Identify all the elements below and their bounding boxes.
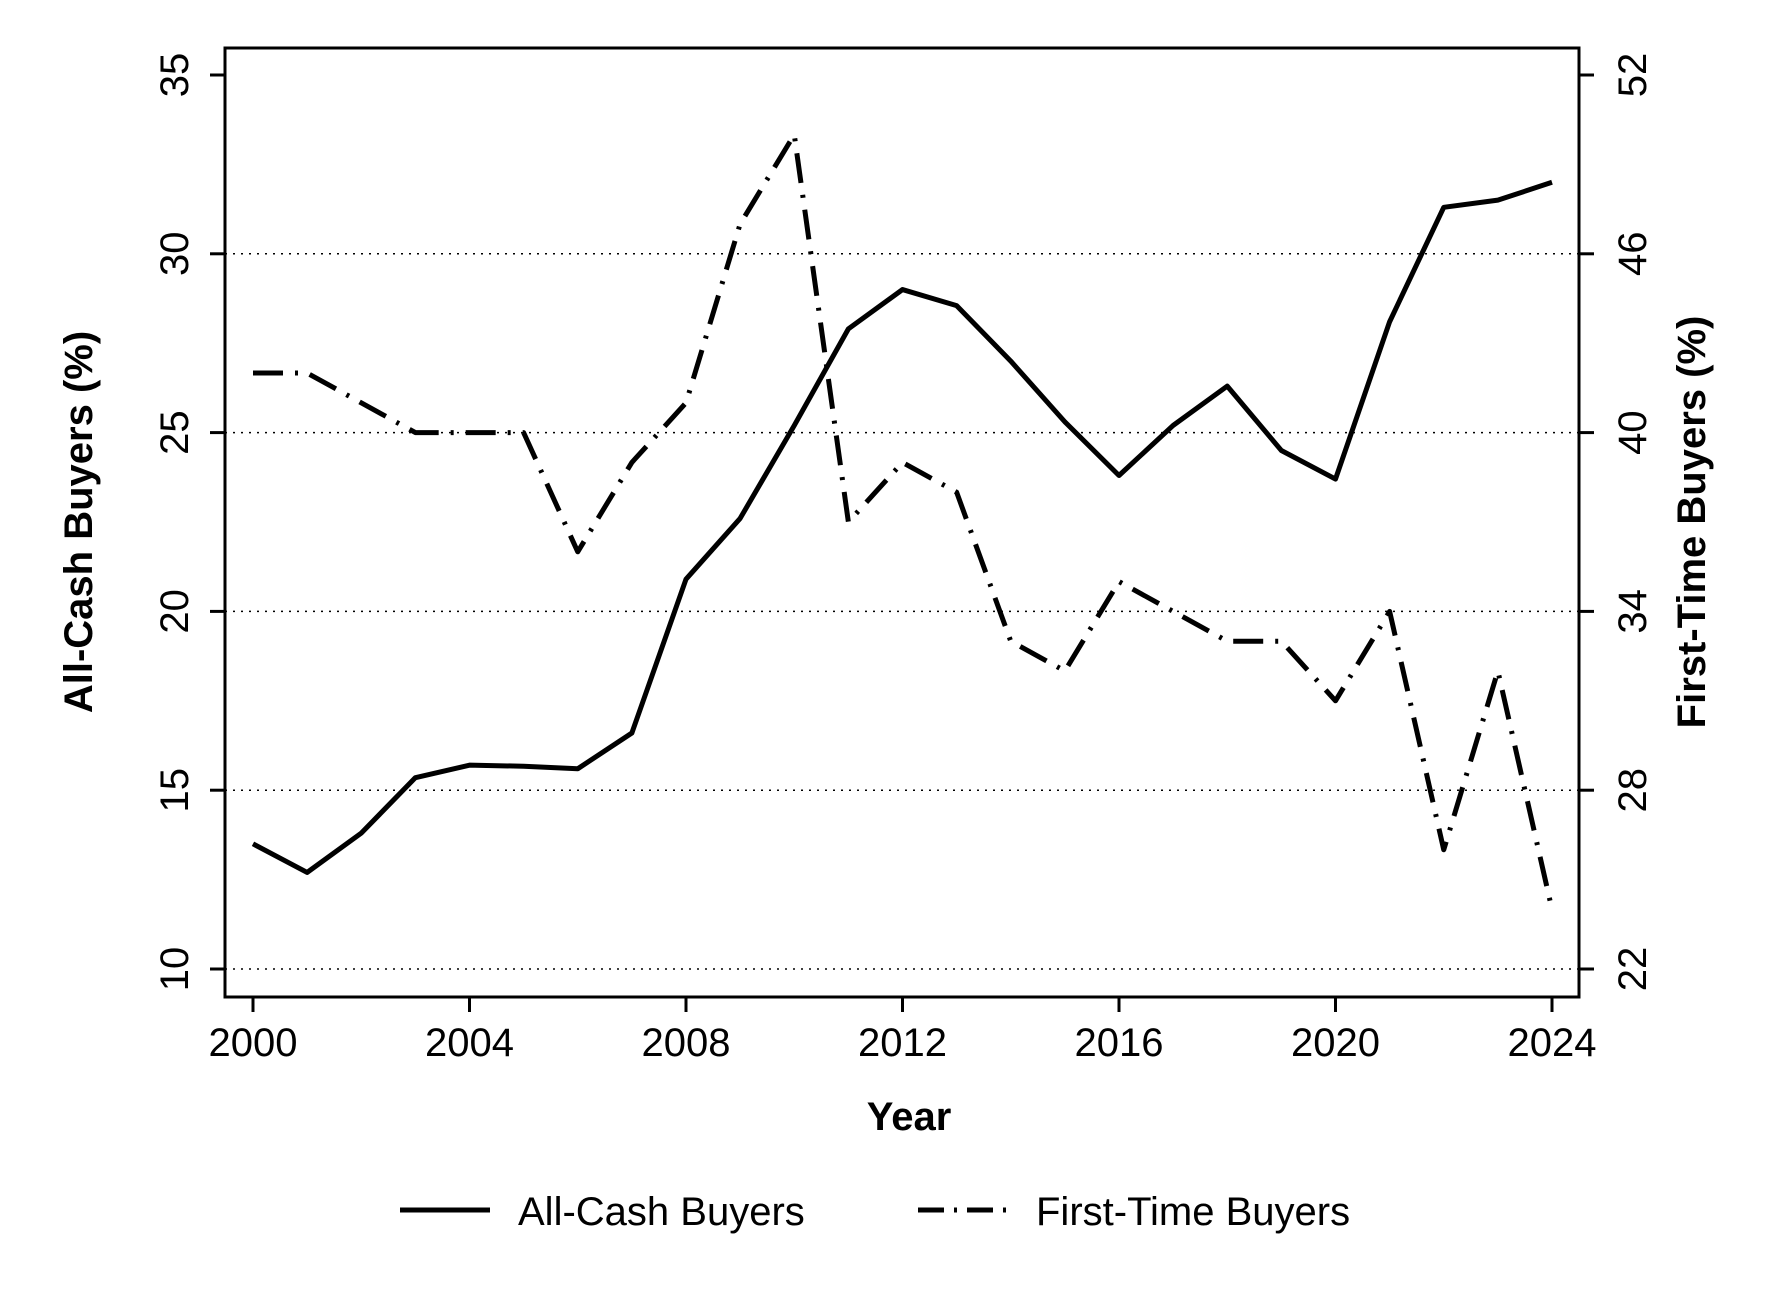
x-tick-label: 2024 (1508, 1021, 1597, 1065)
legend: All-Cash Buyers First-Time Buyers (400, 1190, 1350, 1234)
x-tick-label: 2000 (209, 1021, 298, 1065)
y-right-tick-label: 40 (1611, 410, 1655, 455)
legend-label-first-time: First-Time Buyers (1036, 1190, 1350, 1234)
y-tick-label: 35 (153, 53, 197, 98)
y-right-tick-label: 34 (1611, 589, 1655, 634)
y-tick-label: 30 (153, 232, 197, 276)
y-tick-label: 15 (153, 768, 197, 813)
y-right-tick-label: 22 (1611, 947, 1655, 992)
plot-frame (223, 46, 1581, 999)
legend-label-all-cash: All-Cash Buyers (518, 1190, 805, 1234)
y-axis-label-right: First-Time Buyers (%) (1670, 316, 1714, 729)
series-line-first-time (253, 132, 1555, 910)
y-tick-label: 20 (153, 589, 197, 634)
x-tick-label: 2008 (642, 1021, 731, 1065)
y-axis-label: All-Cash Buyers (%) (57, 331, 101, 713)
y-tick-label: 10 (153, 947, 197, 992)
x-axis-label: Year (867, 1095, 952, 1139)
x-tick-label: 2004 (425, 1021, 514, 1065)
x-tick-label: 2012 (858, 1021, 947, 1065)
y-right-tick-label: 46 (1611, 232, 1655, 276)
x-tick-label: 2016 (1075, 1021, 1164, 1065)
x-tick-label: 2020 (1291, 1021, 1380, 1065)
series-line-all-cash (251, 179, 1553, 875)
y-tick-label: 25 (153, 410, 197, 455)
y-right-tick-label: 28 (1611, 768, 1655, 813)
y-right-tick-label: 52 (1611, 53, 1655, 98)
